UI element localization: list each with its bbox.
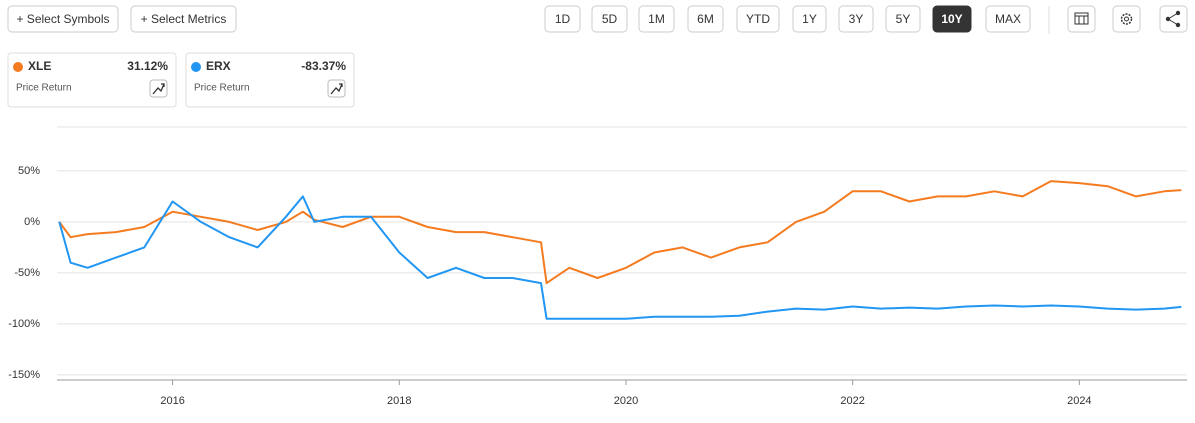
range-label: 1M xyxy=(648,12,665,26)
range-button[interactable] xyxy=(985,5,1031,33)
range-label: 10Y xyxy=(941,12,962,26)
range-button[interactable] xyxy=(932,5,972,33)
symbol-card xyxy=(7,52,177,108)
symbol-name: XLE xyxy=(28,59,51,73)
symbol-name: ERX xyxy=(206,59,231,73)
action-label: + Select Metrics xyxy=(141,12,227,26)
range-button[interactable] xyxy=(591,5,628,33)
symbol-card xyxy=(185,52,355,108)
x-tick-label: 2020 xyxy=(614,395,638,407)
share-icon[interactable] xyxy=(1159,5,1188,33)
y-tick-label: -100% xyxy=(8,318,40,330)
trend-arrow xyxy=(330,83,343,95)
x-tick-label: 2022 xyxy=(840,395,864,407)
metric-name: Price Return xyxy=(16,83,72,94)
range-button[interactable] xyxy=(687,5,724,33)
range-button[interactable] xyxy=(736,5,780,33)
y-tick-label: -50% xyxy=(14,267,40,279)
symbol-dot xyxy=(13,62,23,72)
range-label: MAX xyxy=(995,12,1021,26)
y-tick-label: 0% xyxy=(24,216,40,228)
range-button[interactable] xyxy=(885,5,921,33)
trend-arrow xyxy=(152,83,165,95)
series-line xyxy=(58,180,1182,285)
metric-name: Price Return xyxy=(194,83,250,94)
range-button[interactable] xyxy=(544,5,581,33)
range-button[interactable] xyxy=(638,5,675,33)
x-tick-label: 2024 xyxy=(1067,395,1091,407)
range-label: 1D xyxy=(555,12,571,26)
symbol-change: 31.12% xyxy=(127,59,168,73)
x-tick-label: 2018 xyxy=(387,395,411,407)
table-icon[interactable] xyxy=(1067,5,1096,33)
range-label: YTD xyxy=(746,12,770,26)
range-label: 3Y xyxy=(849,12,864,26)
range-label: 6M xyxy=(697,12,714,26)
y-tick-label: 50% xyxy=(18,165,40,177)
action-button[interactable] xyxy=(7,5,119,33)
settings-icon[interactable] xyxy=(1112,5,1141,33)
action-label: + Select Symbols xyxy=(16,12,109,26)
action-button[interactable] xyxy=(130,5,237,33)
y-tick-label: -150% xyxy=(8,369,40,381)
series-line xyxy=(58,195,1182,320)
range-button[interactable] xyxy=(838,5,874,33)
range-label: 5D xyxy=(602,12,618,26)
range-label: 5Y xyxy=(896,12,911,26)
x-tick-label: 2016 xyxy=(160,395,184,407)
range-button[interactable] xyxy=(792,5,827,33)
symbol-dot xyxy=(191,62,201,72)
range-label: 1Y xyxy=(802,12,817,26)
symbol-change: -83.37% xyxy=(301,59,346,73)
